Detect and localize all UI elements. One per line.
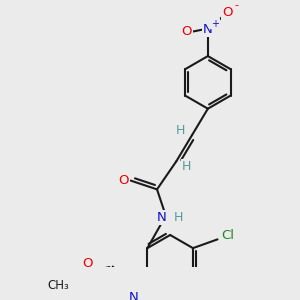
Text: H: H <box>176 124 185 137</box>
Text: O: O <box>222 6 232 19</box>
Text: H: H <box>173 211 183 224</box>
Text: H: H <box>182 160 191 173</box>
Text: N: N <box>157 211 166 224</box>
Text: Cl: Cl <box>221 230 235 242</box>
Text: O: O <box>82 257 93 270</box>
Text: +: + <box>211 19 219 28</box>
Text: N: N <box>203 23 213 36</box>
Text: N: N <box>128 291 138 300</box>
Text: CH₃: CH₃ <box>48 279 70 292</box>
Text: O: O <box>118 174 129 187</box>
Text: O: O <box>182 25 192 38</box>
Text: -: - <box>235 0 239 10</box>
